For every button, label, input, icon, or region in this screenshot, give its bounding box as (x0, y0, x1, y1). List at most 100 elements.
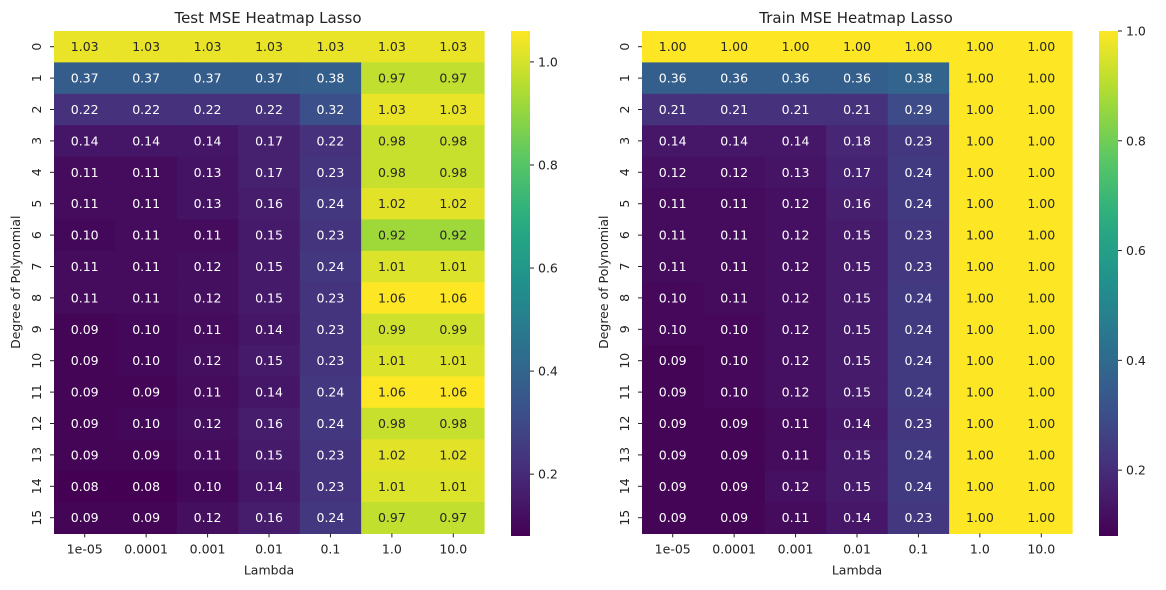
heatmap-cell (826, 62, 889, 95)
heatmap-cell (642, 250, 705, 283)
cell-value-label: 0.14 (782, 133, 810, 148)
heatmap-cell (422, 313, 485, 346)
heatmap-cell (703, 31, 766, 63)
heatmap-cell (826, 313, 889, 346)
x-axis-label: Lambda (244, 562, 294, 577)
colorbar-tick-label: 0.6 (538, 261, 558, 276)
heatmap-cell (115, 31, 178, 63)
cell-value-label: 0.15 (843, 385, 871, 400)
cell-value-label: 0.24 (905, 447, 933, 462)
cell-value-label: 0.11 (782, 416, 810, 431)
cell-value-label: 0.12 (659, 165, 687, 180)
y-tick-label: 9 (29, 325, 44, 333)
colorbar-tick-label: 1.0 (1126, 24, 1146, 39)
cell-value-label: 1.01 (378, 353, 406, 368)
heatmap-cell (115, 250, 178, 283)
heatmap-cell (422, 282, 485, 315)
cell-value-label: 0.11 (659, 196, 687, 211)
heatmap-cell (238, 376, 301, 409)
heatmap-cell (642, 407, 705, 440)
cell-value-label: 1.00 (1027, 196, 1055, 211)
cell-value-label: 0.11 (194, 385, 222, 400)
cell-value-label: 0.11 (71, 259, 99, 274)
heatmap-cell (887, 250, 950, 283)
cell-value-label: 0.10 (132, 353, 160, 368)
cell-value-label: 0.10 (720, 322, 748, 337)
heatmap-cell (176, 282, 239, 315)
cell-value-label: 0.12 (194, 290, 222, 305)
heatmap-cell (238, 345, 301, 377)
y-tick-label: 6 (29, 231, 44, 239)
cell-value-label: 1.03 (255, 39, 283, 54)
heatmap-cell (54, 282, 117, 315)
cell-value-label: 0.21 (720, 102, 748, 117)
cell-value-label: 0.14 (71, 133, 99, 148)
heatmap-cell (949, 156, 1012, 189)
heatmap-cell (299, 156, 362, 189)
heatmap-cell (703, 407, 766, 440)
cell-value-label: 0.11 (782, 510, 810, 525)
heatmap-cell (238, 313, 301, 346)
heatmap-cell (703, 376, 766, 409)
heatmap-cell (422, 345, 485, 377)
cell-value-label: 1.06 (378, 385, 406, 400)
heatmap-cell (887, 376, 950, 409)
cell-value-label: 1.00 (1027, 353, 1055, 368)
heatmap-cell (176, 31, 239, 63)
heatmap-cell (238, 502, 301, 534)
heatmap-cell (54, 156, 117, 189)
cell-value-label: 1.00 (1027, 165, 1055, 180)
heatmap-cell (826, 156, 889, 189)
heatmap-cell (176, 313, 239, 346)
cell-value-label: 1.00 (966, 353, 994, 368)
cell-value-label: 1.00 (1027, 228, 1055, 243)
cell-value-label: 0.12 (194, 259, 222, 274)
heatmap-cell (703, 93, 766, 126)
heatmap-cell (642, 502, 705, 534)
x-tick-label: 10.0 (1027, 541, 1055, 556)
cell-value-label: 0.11 (71, 196, 99, 211)
cell-value-label: 1.02 (378, 447, 406, 462)
cell-value-label: 1.03 (317, 39, 345, 54)
y-tick-label: 4 (617, 168, 632, 176)
cell-value-label: 0.15 (843, 290, 871, 305)
heatmap-cell (826, 188, 889, 220)
heatmap-cell (176, 219, 239, 252)
cell-value-label: 1.03 (439, 39, 467, 54)
heatmap-cell (642, 62, 705, 95)
heatmap-cell (299, 439, 362, 472)
cell-value-label: 0.97 (439, 510, 467, 525)
cell-value-label: 0.09 (132, 510, 160, 525)
heatmap-cell (176, 470, 239, 503)
cell-value-label: 0.24 (905, 479, 933, 494)
x-tick-label: 0.0001 (712, 541, 756, 556)
heatmap-cell (826, 345, 889, 377)
colorbar (511, 31, 530, 536)
heatmap-cell (176, 376, 239, 409)
y-tick-label: 3 (617, 137, 632, 145)
x-tick-label: 0.1 (908, 541, 928, 556)
cell-value-label: 1.00 (966, 133, 994, 148)
heatmap-cell (361, 376, 424, 409)
x-tick-label: 0.001 (778, 541, 814, 556)
y-tick-label: 7 (29, 263, 44, 271)
heatmap-cell (1010, 313, 1073, 346)
heatmap-cell (826, 470, 889, 503)
cell-value-label: 1.00 (782, 39, 810, 54)
heatmap-cell (176, 125, 239, 158)
heatmap-cell (422, 376, 485, 409)
cell-value-label: 0.14 (255, 479, 283, 494)
heatmap-cell (54, 502, 117, 534)
heatmap-cell (703, 125, 766, 158)
heatmap-cell (238, 188, 301, 220)
y-tick-label: 12 (29, 416, 44, 432)
cell-value-label: 1.00 (966, 290, 994, 305)
cell-value-label: 0.12 (194, 416, 222, 431)
heatmap-cell (299, 470, 362, 503)
heatmap-cell (1010, 439, 1073, 472)
cell-value-label: 0.09 (720, 479, 748, 494)
heatmap-cell (949, 282, 1012, 315)
heatmap-cell (887, 470, 950, 503)
cell-value-label: 1.00 (1027, 39, 1055, 54)
